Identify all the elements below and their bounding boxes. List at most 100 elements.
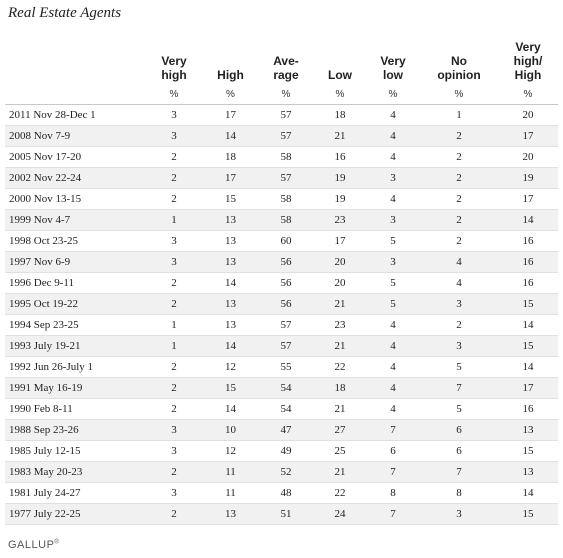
value-cell: 5	[366, 272, 420, 294]
date-cell: 1977 July 22-25	[5, 503, 145, 525]
value-cell: 17	[203, 104, 258, 126]
value-cell: 2	[145, 356, 203, 378]
value-cell: 4	[366, 125, 420, 147]
value-cell: 3	[145, 104, 203, 126]
table-row: 2005 Nov 17-20 2 18 58 16 4 2 20	[5, 146, 558, 168]
unit-cell: %	[258, 84, 314, 105]
value-cell: 2	[145, 146, 203, 168]
value-cell: 20	[498, 104, 558, 126]
date-cell: 2002 Nov 22-24	[5, 167, 145, 189]
value-cell: 3	[145, 125, 203, 147]
value-cell: 4	[366, 146, 420, 168]
value-cell: 3	[366, 167, 420, 189]
value-cell: 3	[420, 503, 498, 525]
value-cell: 25	[314, 440, 366, 462]
value-cell: 55	[258, 356, 314, 378]
value-cell: 13	[203, 230, 258, 252]
value-cell: 4	[366, 335, 420, 357]
value-cell: 3	[420, 293, 498, 315]
value-cell: 47	[258, 419, 314, 441]
table-row: 1981 July 24-27 3 11 48 22 8 8 14	[5, 482, 558, 504]
value-cell: 10	[203, 419, 258, 441]
table-body: 2011 Nov 28-Dec 1 3 17 57 18 4 1 20 2008 Nov 7-9…	[5, 104, 558, 525]
header-line: High	[217, 68, 244, 82]
table-row: 1998 Oct 23-25 3 13 60 17 5 2 16	[5, 230, 558, 252]
header-line: Low	[328, 68, 352, 82]
value-cell: 1	[145, 314, 203, 336]
value-cell: 58	[258, 146, 314, 168]
header-line: high	[161, 68, 187, 82]
value-cell: 13	[203, 209, 258, 231]
value-cell: 17	[498, 125, 558, 147]
table-row: 2008 Nov 7-9 3 14 57 21 4 2 17	[5, 125, 558, 147]
date-cell: 1998 Oct 23-25	[5, 230, 145, 252]
value-cell: 3	[145, 251, 203, 273]
value-cell: 49	[258, 440, 314, 462]
value-cell: 14	[203, 125, 258, 147]
header-row: Very high High Ave-rage Low Very low No opi…	[5, 38, 558, 84]
date-cell: 1983 May 20-23	[5, 461, 145, 483]
header-line	[203, 54, 258, 68]
value-cell: 4	[420, 272, 498, 294]
value-cell: 60	[258, 230, 314, 252]
value-cell: 16	[498, 230, 558, 252]
table-row: 2011 Nov 28-Dec 1 3 17 57 18 4 1 20	[5, 104, 558, 126]
value-cell: 21	[314, 461, 366, 483]
value-cell: 3	[366, 209, 420, 231]
header-high: High	[203, 38, 258, 84]
value-cell: 15	[498, 293, 558, 315]
value-cell: 2	[420, 209, 498, 231]
value-cell: 2	[145, 188, 203, 210]
value-cell: 5	[366, 230, 420, 252]
value-cell: 17	[314, 230, 366, 252]
value-cell: 15	[498, 503, 558, 525]
value-cell: 6	[366, 440, 420, 462]
table-row: 2002 Nov 22-24 2 17 57 19 3 2 19	[5, 167, 558, 189]
value-cell: 23	[314, 314, 366, 336]
value-cell: 4	[366, 314, 420, 336]
table-title: Real Estate Agents	[8, 5, 122, 21]
value-cell: 20	[314, 251, 366, 273]
value-cell: 14	[498, 356, 558, 378]
value-cell: 2	[420, 230, 498, 252]
header-very-high-high: Very high/High	[498, 38, 558, 84]
table-row: 1997 Nov 6-9 3 13 56 20 3 4 16	[5, 251, 558, 273]
date-cell: 1991 May 16-19	[5, 377, 145, 399]
value-cell: 13	[203, 251, 258, 273]
value-cell: 16	[498, 251, 558, 273]
value-cell: 21	[314, 293, 366, 315]
header-line: opinion	[437, 68, 481, 82]
value-cell: 2	[145, 503, 203, 525]
value-cell: 20	[498, 146, 558, 168]
value-cell: 5	[420, 356, 498, 378]
value-cell: 14	[498, 314, 558, 336]
date-cell: 1996 Dec 9-11	[5, 272, 145, 294]
value-cell: 19	[498, 167, 558, 189]
value-cell: 11	[203, 482, 258, 504]
value-cell: 4	[366, 377, 420, 399]
value-cell: 6	[420, 440, 498, 462]
value-cell: 4	[366, 188, 420, 210]
header-line: No	[451, 54, 467, 68]
value-cell: 17	[498, 377, 558, 399]
unit-cell: %	[498, 84, 558, 105]
table-row: 1992 Jun 26-July 1 2 12 55 22 4 5 14	[5, 356, 558, 378]
table-row: 1991 May 16-19 2 15 54 18 4 7 17	[5, 377, 558, 399]
value-cell: 57	[258, 104, 314, 126]
value-cell: 12	[203, 356, 258, 378]
unit-cell: %	[366, 84, 420, 105]
value-cell: 13	[203, 293, 258, 315]
value-cell: 14	[203, 335, 258, 357]
header-line: low	[383, 68, 403, 82]
value-cell: 18	[314, 104, 366, 126]
header-line: rage	[273, 68, 299, 82]
value-cell: 2	[145, 461, 203, 483]
header-line: Very	[161, 54, 187, 68]
value-cell: 2	[145, 272, 203, 294]
value-cell: 7	[366, 419, 420, 441]
value-cell: 22	[314, 356, 366, 378]
date-cell: 1997 Nov 6-9	[5, 251, 145, 273]
value-cell: 21	[314, 335, 366, 357]
unit-cell: %	[314, 84, 366, 105]
value-cell: 4	[366, 356, 420, 378]
